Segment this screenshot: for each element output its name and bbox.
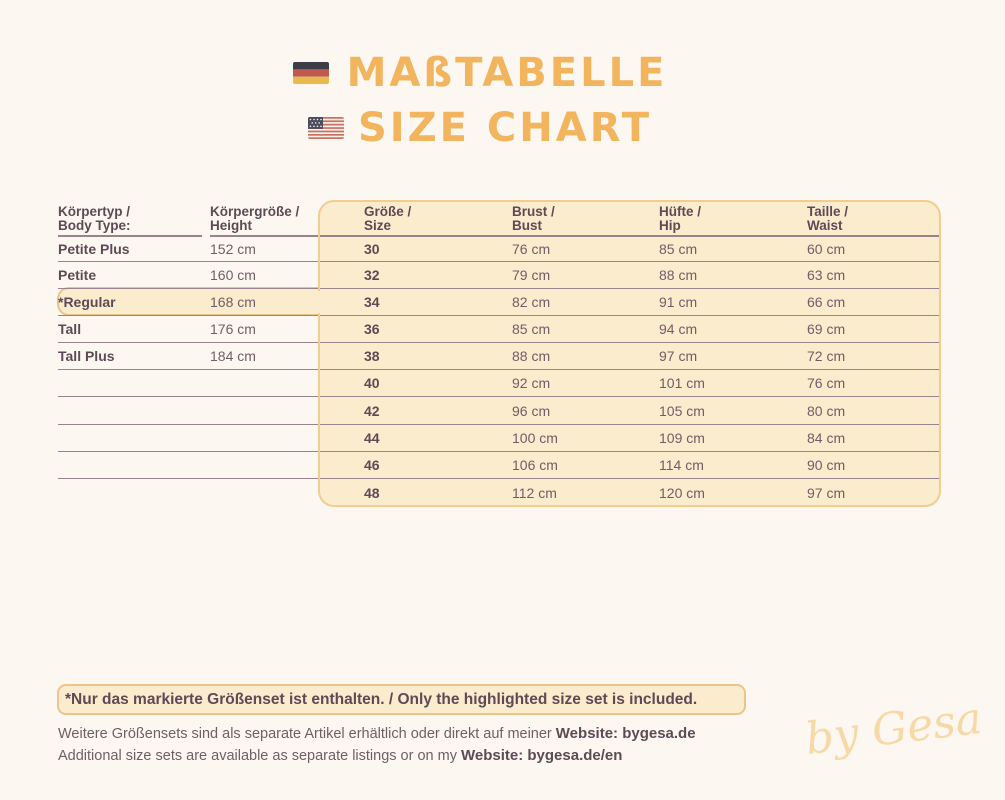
- column-header-bust: Brust / Bust: [512, 204, 555, 233]
- height-cell: 152 cm: [210, 240, 256, 257]
- bust-cell: 92 cm: [512, 375, 551, 392]
- size-cell: 44: [364, 429, 380, 446]
- title-german: MAßTABELLE: [346, 50, 668, 96]
- hip-cell: 94 cm: [659, 320, 698, 337]
- title-line-german: MAßTABELLE: [0, 48, 960, 98]
- body-type-row-empty: [58, 452, 318, 479]
- bust-cell: 85 cm: [512, 320, 551, 337]
- bust-cell: 82 cm: [512, 293, 551, 310]
- hip-cell: 105 cm: [659, 402, 705, 419]
- hip-cell: 101 cm: [659, 375, 705, 392]
- size-table-row: 48 112 cm 120 cm 97 cm: [320, 479, 939, 505]
- waist-cell: 97 cm: [807, 484, 846, 501]
- size-table-row: 36 85 cm 94 cm 69 cm: [320, 316, 939, 344]
- included-note: *Nur das markierte Größenset ist enthalt…: [57, 684, 746, 715]
- bust-cell: 96 cm: [512, 402, 551, 419]
- waist-cell: 63 cm: [807, 266, 846, 283]
- size-table-panel: Größe / Size Brust / Bust Hüfte / Hip Taill…: [318, 200, 941, 507]
- body-type-row: Tall Plus 184 cm: [58, 343, 318, 371]
- footer-text: Weitere Größensets sind als separate Art…: [58, 723, 696, 767]
- size-table-row: 38 88 cm 97 cm 72 cm: [320, 343, 939, 371]
- size-table-row: 40 92 cm 101 cm 76 cm: [320, 370, 939, 398]
- waist-cell: 72 cm: [807, 348, 846, 365]
- height-cell: 176 cm: [210, 320, 256, 337]
- size-table-row: 32 79 cm 88 cm 63 cm: [320, 262, 939, 289]
- body-type-row-empty: [58, 479, 318, 506]
- size-cell: 42: [364, 402, 380, 419]
- brand-signature: by Gesa: [802, 692, 985, 765]
- body-type-row-highlighted: *Regular 168 cm: [58, 289, 318, 316]
- hip-cell: 109 cm: [659, 429, 705, 446]
- body-type-row: Tall 176 cm: [58, 316, 318, 344]
- included-note-text: *Nur das markierte Größenset ist enthalt…: [65, 690, 698, 708]
- size-cell: 46: [364, 456, 380, 473]
- height-cell: 160 cm: [210, 266, 256, 283]
- size-table-header: Größe / Size Brust / Bust Hüfte / Hip Taill…: [320, 202, 939, 237]
- column-header-waist: Taille / Waist: [807, 204, 849, 233]
- body-type-cell: Petite Plus: [58, 240, 130, 257]
- waist-cell: 60 cm: [807, 240, 846, 257]
- size-cell: 38: [364, 348, 380, 365]
- bust-cell: 106 cm: [512, 456, 558, 473]
- footer-german-text: Weitere Größensets sind als separate Art…: [58, 726, 556, 742]
- band-panel-merge: [316, 291, 322, 313]
- column-header-hip: Hüfte / Hip: [659, 204, 701, 233]
- body-type-row: Petite Plus 152 cm: [58, 237, 318, 262]
- website-link-en: Website: bygesa.de/en: [460, 747, 623, 764]
- body-type-cell: *Regular: [58, 293, 116, 310]
- hip-cell: 85 cm: [659, 240, 698, 257]
- body-type-table: Körpertyp / Body Type: Körpergröße / Heigh…: [58, 200, 318, 506]
- waist-cell: 80 cm: [807, 402, 846, 419]
- size-cell: 34: [364, 293, 380, 310]
- waist-cell: 84 cm: [807, 429, 846, 446]
- size-table-row-highlighted: 34 82 cm 91 cm 66 cm: [320, 289, 939, 316]
- hip-cell: 114 cm: [659, 456, 704, 473]
- waist-cell: 90 cm: [807, 456, 846, 473]
- size-table-row: 44 100 cm 109 cm 84 cm: [320, 425, 939, 452]
- body-type-row-empty: [58, 370, 318, 398]
- bust-cell: 76 cm: [512, 240, 551, 257]
- column-header-body-type: Körpertyp / Body Type:: [58, 200, 202, 237]
- size-cell: 30: [364, 240, 380, 257]
- size-cell: 36: [364, 320, 380, 337]
- waist-cell: 76 cm: [807, 375, 846, 392]
- column-header-height: Körpergröße / Height: [210, 200, 318, 237]
- body-type-row-empty: [58, 425, 318, 452]
- hip-cell: 97 cm: [659, 348, 698, 365]
- hip-cell: 88 cm: [659, 266, 698, 283]
- footer-english-text: Additional size sets are available as se…: [58, 748, 461, 764]
- height-cell: 184 cm: [210, 348, 256, 365]
- size-cell: 40: [364, 375, 380, 392]
- bust-cell: 79 cm: [512, 266, 551, 283]
- body-type-cell: Petite: [58, 266, 97, 283]
- size-table-row: 30 76 cm 85 cm 60 cm: [320, 237, 939, 262]
- footer-line-english: Additional size sets are available as se…: [58, 745, 696, 767]
- body-type-row-empty: [58, 397, 318, 425]
- hip-cell: 91 cm: [659, 293, 698, 310]
- body-type-row: Petite 160 cm: [58, 262, 318, 289]
- german-flag-icon: [292, 62, 329, 84]
- footer-line-german: Weitere Größensets sind als separate Art…: [58, 723, 696, 745]
- bust-cell: 88 cm: [512, 348, 551, 365]
- title-line-english: SIZE CHART: [0, 103, 960, 153]
- body-type-cell: Tall Plus: [58, 348, 115, 365]
- hip-cell: 120 cm: [659, 484, 705, 501]
- website-link-de: Website: bygesa.de: [555, 725, 696, 742]
- height-cell: 168 cm: [210, 293, 256, 310]
- us-flag-icon: [307, 117, 344, 139]
- title-block: MAßTABELLE: [0, 48, 960, 153]
- size-table-row: 42 96 cm 105 cm 80 cm: [320, 397, 939, 425]
- size-table-row: 46 106 cm 114 cm 90 cm: [320, 452, 939, 479]
- bust-cell: 112 cm: [512, 484, 557, 501]
- body-type-cell: Tall: [58, 320, 82, 337]
- column-header-size: Größe / Size: [364, 204, 412, 233]
- body-type-table-header: Körpertyp / Body Type: Körpergröße / Heigh…: [58, 200, 318, 237]
- waist-cell: 69 cm: [807, 320, 846, 337]
- size-cell: 32: [364, 266, 380, 283]
- bust-cell: 100 cm: [512, 429, 558, 446]
- title-english: SIZE CHART: [357, 105, 653, 151]
- waist-cell: 66 cm: [807, 293, 846, 310]
- size-cell: 48: [364, 484, 380, 501]
